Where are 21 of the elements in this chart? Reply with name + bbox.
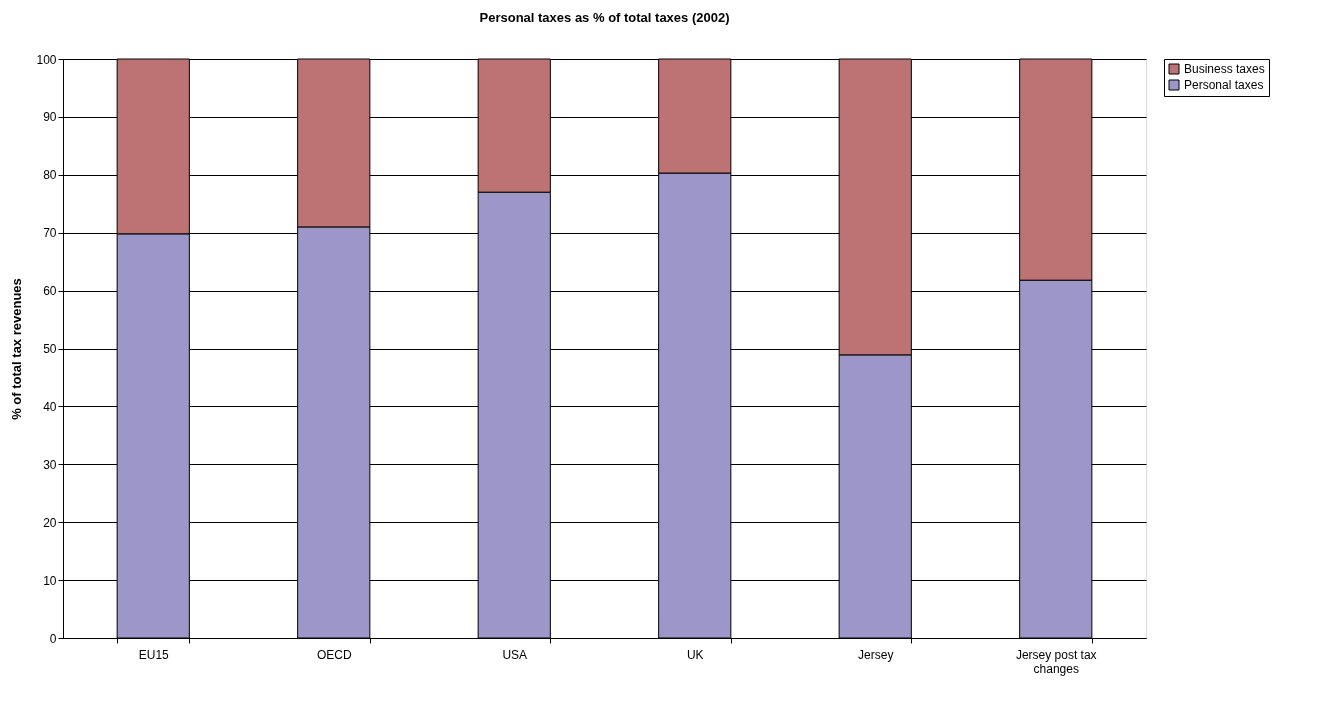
legend-label: Personal taxes xyxy=(1184,78,1264,92)
y-tick-label: 50 xyxy=(43,342,57,356)
y-tick-label: 70 xyxy=(43,226,57,241)
y-tick-label: 40 xyxy=(43,399,57,414)
y-tick-label: 0 xyxy=(49,631,57,646)
y-tick-label: 10 xyxy=(43,573,57,588)
y-tick-label: 20 xyxy=(43,515,57,530)
x-tick-label: USA xyxy=(502,647,528,662)
legend-label: Business taxes xyxy=(1184,62,1265,76)
x-tick-label: EU15 xyxy=(138,647,170,662)
y-tick-label: 30 xyxy=(43,457,57,472)
x-tick-label: Jersey post tax changes xyxy=(1015,647,1097,676)
x-tick-label: OECD xyxy=(316,647,352,662)
y-tick-label: 100 xyxy=(36,52,57,67)
y-tick-label: 80 xyxy=(43,168,57,183)
y-tick-label: 60 xyxy=(43,284,57,299)
chart-title: Personal taxes as % of total taxes (2002) xyxy=(479,10,730,25)
x-tick-label: UK xyxy=(686,647,704,662)
x-tick-label: Jersey xyxy=(858,647,894,662)
y-tick-label: 90 xyxy=(43,110,57,125)
y-axis-title: % of total tax revenues xyxy=(9,278,25,420)
